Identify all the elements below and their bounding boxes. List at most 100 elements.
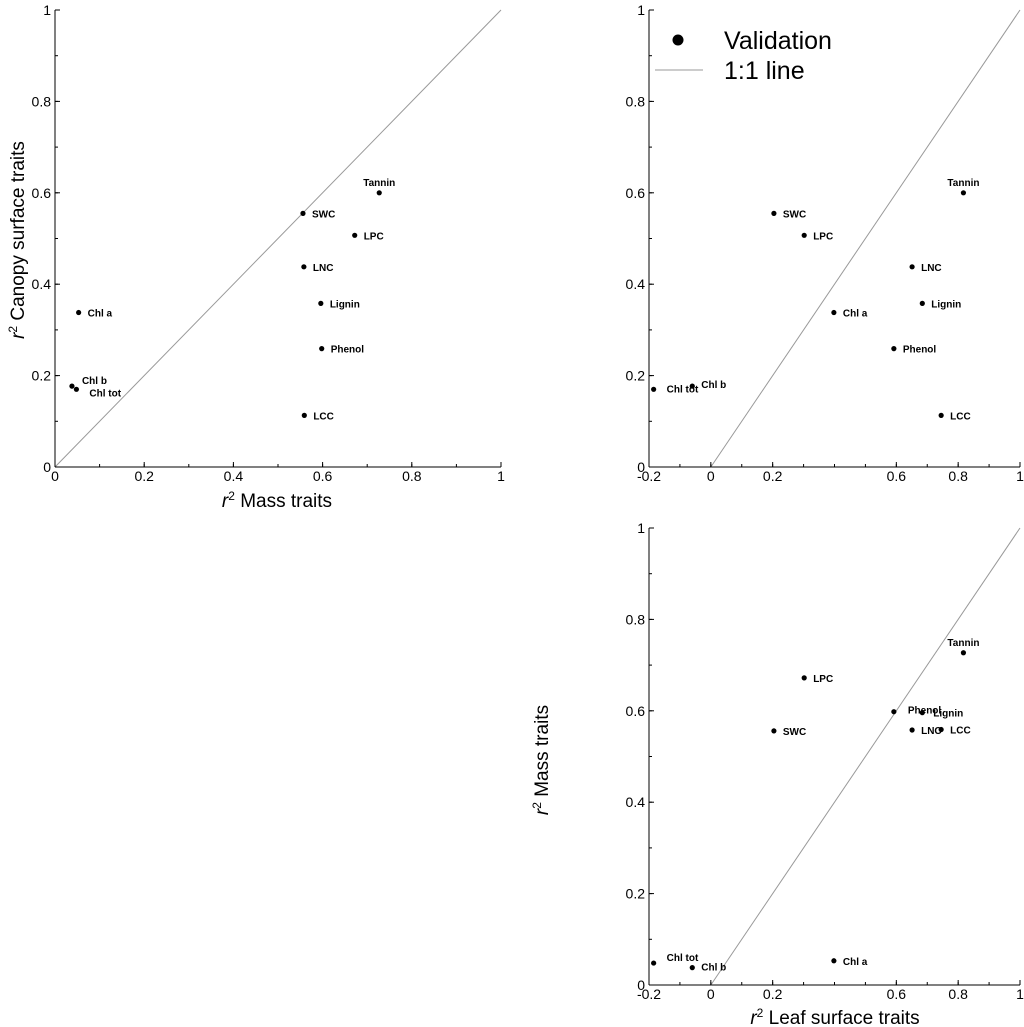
point-label: LCC — [950, 411, 971, 422]
data-point — [919, 710, 925, 716]
x-tick-label: 0.2 — [763, 468, 783, 484]
y-tick-label: 0.4 — [32, 276, 52, 292]
x-tick-label: 1 — [1016, 986, 1024, 1002]
data-point — [376, 190, 382, 196]
point-label: Chl b — [701, 380, 726, 391]
data-point — [651, 386, 657, 392]
y-tick-label: 0.6 — [626, 703, 646, 719]
y-tick-label: 0.2 — [626, 886, 646, 902]
identity-line — [54, 9, 502, 468]
point-label: Tannin — [363, 178, 395, 189]
point-label: SWC — [312, 209, 335, 220]
y-tick-label: 0.2 — [32, 368, 52, 384]
x-tick-label: 0.4 — [224, 468, 244, 484]
identity-line — [710, 527, 1021, 986]
x-tick-label: 0.6 — [313, 468, 333, 484]
y-tick-label: 0 — [637, 977, 645, 993]
data-point — [960, 650, 967, 656]
data-point — [771, 210, 777, 216]
point-label: LCC — [950, 726, 971, 737]
data-point — [909, 727, 915, 733]
data-point — [689, 965, 695, 971]
point-label: LCC — [313, 411, 334, 422]
point-label: Chl tot — [667, 384, 699, 395]
y-tick-label: 0.4 — [626, 794, 646, 810]
point-label: LPC — [364, 231, 384, 242]
data-point — [938, 726, 944, 733]
y-tick-label: 0.6 — [626, 185, 646, 201]
point-label: Phenol — [908, 706, 942, 717]
point-label: Chl tot — [667, 953, 699, 964]
point-label: Chl a — [843, 957, 868, 968]
y-tick-label: 0.2 — [626, 368, 646, 384]
data-point — [318, 300, 324, 306]
y-tick-label: 0 — [43, 459, 51, 475]
point-label: Tannin — [947, 638, 979, 649]
x-tick-label: 0.8 — [402, 468, 422, 484]
point-label: Phenol — [903, 345, 937, 356]
data-point — [831, 958, 837, 964]
data-point — [76, 309, 82, 316]
y-tick-label: 0.8 — [32, 93, 52, 109]
data-point — [938, 412, 944, 418]
point-label: LNC — [921, 726, 942, 737]
x-tick-label: 0 — [707, 986, 715, 1002]
point-label: SWC — [783, 727, 806, 738]
identity-line — [710, 9, 1021, 468]
point-label: Lignin — [931, 299, 961, 310]
x-tick-label: -0.2 — [637, 986, 661, 1002]
y-tick-label: 0.6 — [32, 185, 52, 201]
y-tick-label: 0.8 — [626, 611, 646, 627]
x-tick-label: 0 — [707, 468, 715, 484]
data-point — [960, 190, 967, 196]
y-tick-label: 1 — [43, 2, 51, 18]
data-point — [891, 709, 897, 715]
data-point — [319, 346, 325, 352]
point-label: Chl a — [843, 309, 868, 320]
data-point — [919, 300, 925, 306]
point-label: Chl b — [701, 963, 726, 974]
y-axis-title: r2 Mass traits — [530, 705, 553, 815]
panel-canopy-vs-mass: 0 0.2 0.4 0.6 0.8 1 0 0.2 0.4 0.6 0.8 1 r2 Mass trai… — [6, 2, 505, 512]
data-point — [651, 960, 657, 966]
x-tick-label: 0.2 — [134, 468, 154, 484]
data-point — [801, 232, 807, 238]
data-point — [891, 346, 897, 352]
data-point — [301, 412, 307, 418]
point-label: LNC — [921, 263, 942, 274]
data-point — [69, 383, 75, 389]
y-axis-title: r2 Canopy surface traits — [6, 141, 29, 339]
point-label: Lignin — [330, 299, 360, 310]
point-label: Chl b — [82, 376, 107, 387]
y-tick-label: 0 — [637, 459, 645, 475]
data-point — [801, 675, 807, 681]
point-label: LNC — [313, 263, 334, 274]
legend: Validation 1:1 line — [655, 27, 832, 85]
point-label: Phenol — [331, 345, 365, 356]
x-tick-label: 0.8 — [948, 986, 968, 1002]
legend-line-label: 1:1 line — [724, 57, 805, 85]
point-label: Chl a — [88, 309, 113, 320]
legend-validation-marker — [672, 34, 684, 46]
legend-validation-label: Validation — [724, 27, 832, 55]
data-point — [352, 232, 358, 238]
data-point — [771, 728, 777, 734]
point-label: Chl tot — [89, 388, 121, 399]
point-label: Tannin — [947, 178, 979, 189]
x-tick-label: 0.6 — [887, 468, 907, 484]
data-point — [909, 264, 915, 270]
data-point — [831, 309, 837, 316]
y-tick-label: 0.4 — [626, 276, 646, 292]
x-tick-label: 1 — [497, 468, 505, 484]
point-label: Lignin — [933, 709, 963, 720]
y-tick-label: 0.8 — [626, 93, 646, 109]
y-tick-label: 1 — [637, 520, 645, 536]
x-axis-title: r2 Mass traits — [222, 489, 332, 512]
panel-canopy-vs-leaf: -0.2 0 0.2 0.6 0.8 100.20.40.60.81TanninSWCLP… — [626, 2, 1024, 484]
x-tick-label: 1 — [1016, 468, 1024, 484]
data-point — [73, 386, 80, 392]
data-point — [300, 210, 306, 216]
x-tick-label: 0 — [51, 468, 59, 484]
point-label: SWC — [783, 209, 806, 220]
